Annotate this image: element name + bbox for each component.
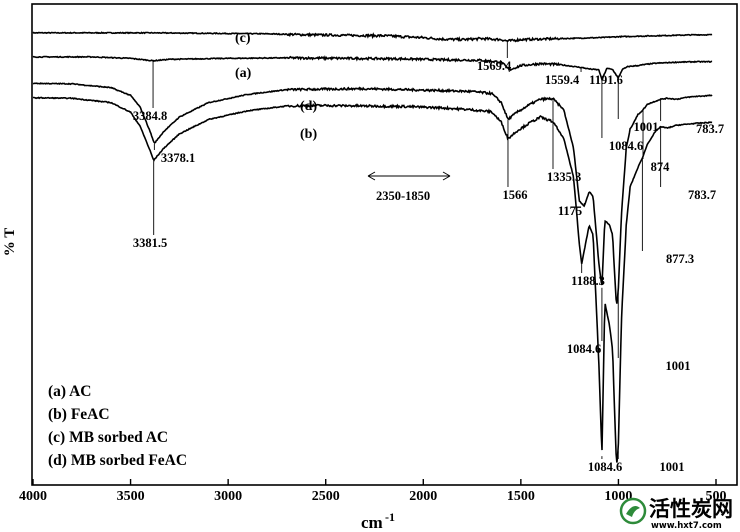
peak-label: 3381.5	[133, 236, 167, 250]
series-layer	[32, 31, 713, 463]
peak-label: 1001	[634, 120, 659, 134]
range-arrowhead-right	[442, 171, 451, 181]
x-tick-label: 3500	[117, 489, 145, 504]
x-axis-label: cm	[361, 513, 383, 532]
annotation-layer: 3384.8 3378.1 3381.5 1569.4 1559.4 1191.6 1084…	[133, 41, 724, 474]
watermark: 活性炭网 www.hxt7.com	[619, 497, 733, 531]
plot-frame	[31, 3, 738, 486]
x-tick-label: 1500	[507, 489, 535, 504]
watermark-text: 活性炭网	[649, 497, 733, 521]
peak-label: 783.7	[696, 122, 724, 136]
series-label-c: (c)	[235, 31, 251, 46]
series-line-a	[32, 55, 713, 83]
legend-entry-b: (b) FeAC	[48, 406, 110, 423]
series-line-d	[32, 82, 713, 304]
legend-entry-d: (d) MB sorbed FeAC	[48, 452, 187, 469]
x-tick-label: 2500	[312, 489, 340, 504]
watermark-url: www.hxt7.com	[651, 521, 722, 531]
x-axis-ticks: 4000 3500 3000 2500 2000 1500 1000 500	[19, 479, 727, 504]
x-tick-label: 4000	[19, 489, 47, 504]
peak-label: 1559.4	[545, 73, 580, 87]
range-annotation-label: 2350-1850	[376, 189, 430, 203]
y-axis-label: % T	[2, 228, 18, 256]
series-label-b: (b)	[300, 127, 317, 142]
peak-label: 3384.8	[133, 109, 167, 123]
range-annotation: 2350-1850	[367, 171, 451, 203]
peak-label: 1175	[558, 204, 582, 218]
series-line-c	[32, 31, 713, 43]
peak-label: 3378.1	[161, 151, 195, 165]
legend-entry-a: (a) AC	[48, 383, 91, 400]
series-line-b	[33, 96, 713, 463]
peak-label: 1084.6	[609, 139, 643, 153]
range-arrowhead-left	[367, 171, 376, 181]
watermark-leaf-icon	[626, 506, 640, 517]
peak-label: 1084.6	[567, 342, 601, 356]
legend: (a) AC (b) FeAC (c) MB sorbed AC (d) MB …	[48, 383, 187, 469]
x-tick-label: 500	[706, 489, 727, 504]
peak-label: 1566	[503, 188, 528, 202]
x-tick-label: 3000	[214, 489, 242, 504]
peak-label: 1084.6	[588, 460, 622, 474]
x-tick-label: 2000	[409, 489, 437, 504]
legend-entry-c: (c) MB sorbed AC	[48, 429, 168, 446]
series-label-d: (d)	[300, 99, 317, 114]
peak-label: 877.3	[666, 252, 694, 266]
peak-label: 783.7	[688, 188, 716, 202]
x-axis-label-superscript: -1	[385, 510, 395, 524]
peak-label: 1001	[666, 359, 691, 373]
peak-label: 1569.4	[477, 59, 512, 73]
peak-label: 1188.3	[571, 274, 605, 288]
series-label-a: (a)	[235, 66, 252, 81]
peak-label: 1001	[660, 460, 685, 474]
peak-label: 1335.3	[547, 170, 581, 184]
peak-label: 1191.6	[589, 73, 623, 87]
